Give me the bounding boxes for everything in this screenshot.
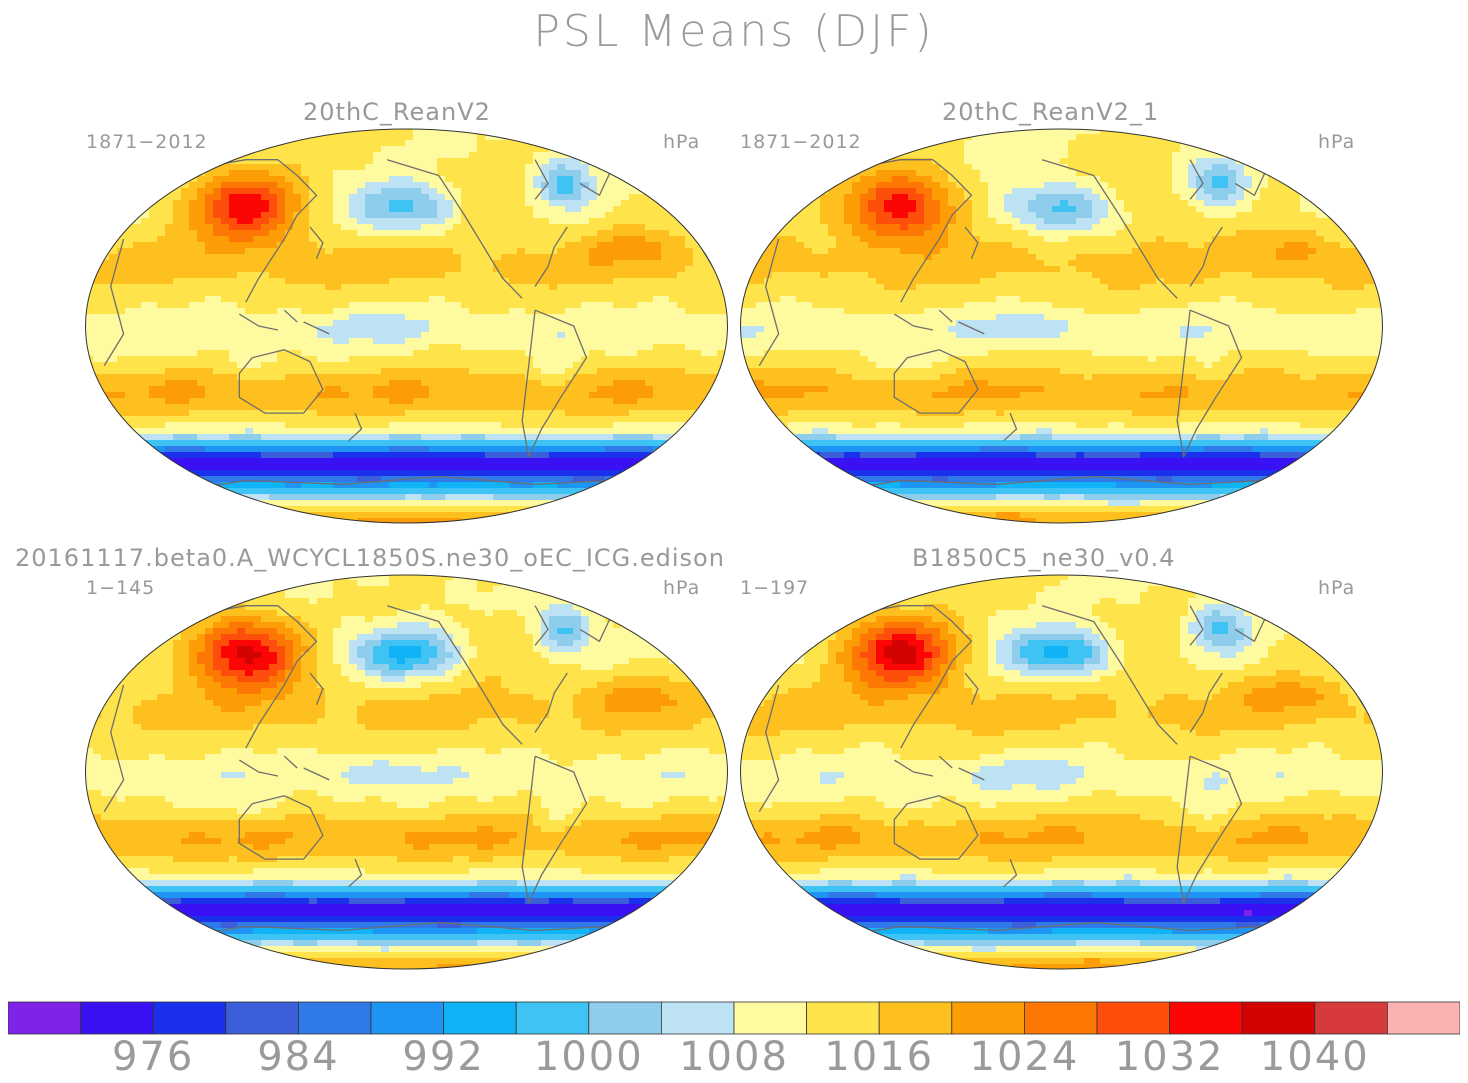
colorbar-tick-label: 1016 — [824, 1034, 934, 1080]
panel-title-1: 20thC_ReanV2 — [303, 98, 491, 126]
colorbar-tick-label: 976 — [112, 1034, 194, 1080]
panel-title-4: B1850C5_ne30_v0.4 — [912, 544, 1175, 572]
colorbar-tick-label: 1024 — [969, 1034, 1079, 1080]
colorbar-swatch-17 — [1241, 1001, 1316, 1035]
colorbar-swatch-7 — [515, 1001, 590, 1035]
colorbar-swatch-12 — [878, 1001, 953, 1035]
colorbar-swatch-19 — [1387, 1001, 1460, 1035]
panel-units-3: hPa — [663, 577, 700, 599]
colorbar-swatch-11 — [806, 1001, 880, 1035]
colorbar — [8, 1001, 1460, 1035]
colorbar-tick-label: 1008 — [679, 1034, 789, 1080]
colorbar-swatch-18 — [1314, 1001, 1388, 1035]
figure-title: PSL Means (DJF) — [0, 6, 1468, 57]
colorbar-swatch-2 — [152, 1001, 227, 1035]
colorbar-tick-label: 1032 — [1115, 1034, 1225, 1080]
colorbar-swatch-4 — [297, 1001, 372, 1035]
map-outline — [740, 128, 1383, 524]
map-panel-4 — [740, 574, 1383, 970]
colorbar-swatch-14 — [1024, 1001, 1098, 1035]
psl-field — [85, 575, 728, 969]
map-panel-1 — [85, 128, 728, 524]
panel-title-3: 20161117.beta0.A_WCYCL1850S.ne30_oEC_ICG… — [15, 544, 725, 572]
colorbar-swatch-15 — [1096, 1001, 1170, 1035]
panel-units-2: hPa — [1318, 131, 1355, 153]
colorbar-swatch-0 — [8, 1001, 81, 1035]
map-outline — [85, 574, 728, 970]
map-panel-2 — [740, 128, 1383, 524]
psl-field — [85, 129, 728, 523]
colorbar-swatch-6 — [443, 1001, 517, 1035]
psl-field — [740, 129, 1383, 523]
panel-units-1: hPa — [663, 131, 700, 153]
colorbar-tick-label: 1000 — [534, 1034, 644, 1080]
colorbar-swatch-16 — [1169, 1001, 1243, 1035]
colorbar-tick-label: 1040 — [1260, 1034, 1370, 1080]
panel-title-2: 20thC_ReanV2_1 — [942, 98, 1159, 126]
panel-units-4: hPa — [1318, 577, 1355, 599]
map-outline — [740, 574, 1383, 970]
map-panel-3 — [85, 574, 728, 970]
colorbar-tick-label: 992 — [402, 1034, 484, 1080]
colorbar-swatch-8 — [588, 1001, 662, 1035]
map-outline — [85, 128, 728, 524]
colorbar-swatch-13 — [951, 1001, 1025, 1035]
colorbar-swatch-5 — [370, 1001, 444, 1035]
panel-period-2: 1871−2012 — [740, 131, 862, 153]
colorbar-swatch-10 — [733, 1001, 807, 1035]
colorbar-swatch-3 — [225, 1001, 299, 1035]
colorbar-tick-label: 984 — [257, 1034, 339, 1080]
colorbar-swatch-9 — [661, 1001, 735, 1035]
psl-field — [740, 575, 1383, 969]
panel-period-1: 1871−2012 — [86, 131, 208, 153]
colorbar-swatch-1 — [80, 1001, 154, 1035]
panel-period-3: 1−145 — [86, 577, 155, 599]
panel-period-4: 1−197 — [740, 577, 809, 599]
